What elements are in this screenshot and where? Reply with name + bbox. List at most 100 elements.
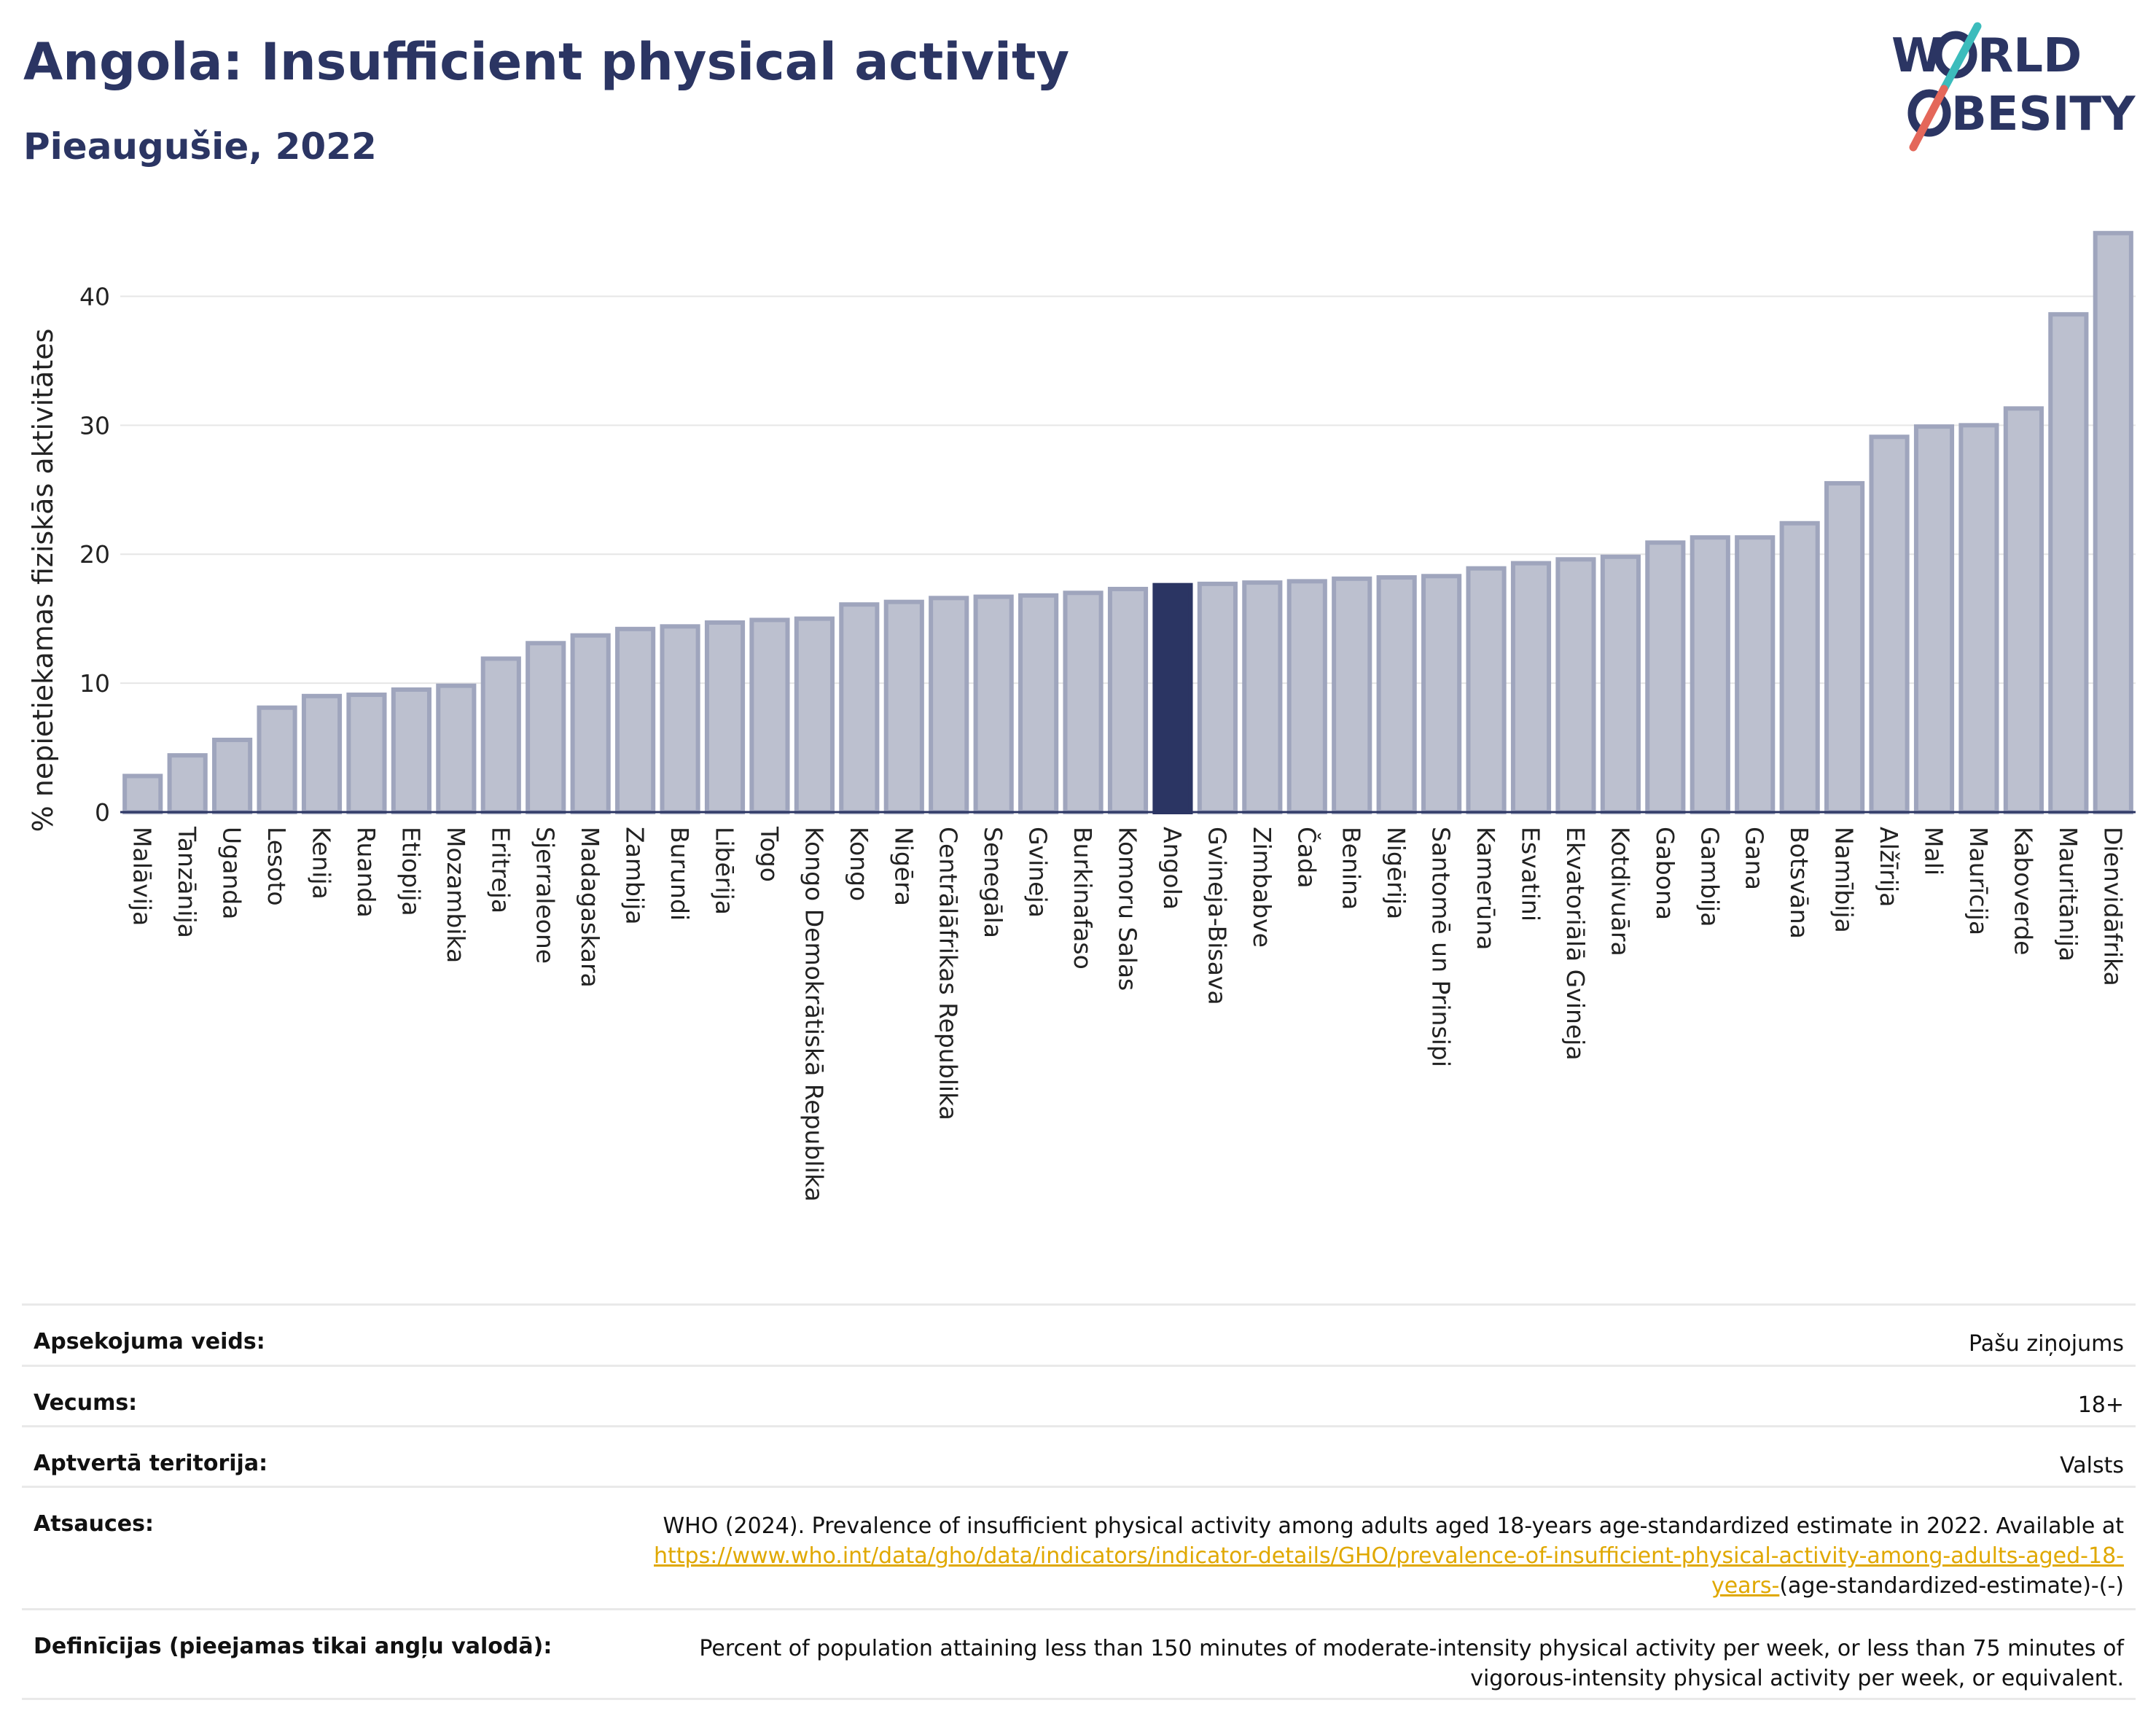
- x-tick-label: Ruanda: [352, 827, 380, 918]
- x-tick-label: Kongo: [845, 827, 873, 901]
- y-tick-label: 0: [95, 798, 110, 827]
- x-tick-label: Lesoto: [262, 827, 291, 906]
- x-tick-label: Gvineja: [1024, 827, 1052, 918]
- bar: [1332, 576, 1372, 814]
- bar: [749, 617, 790, 814]
- y-tick-label: 10: [79, 669, 110, 698]
- metadata-table: Apsekojuma veids: Pašu ziņojums Vecums: …: [22, 1303, 2136, 1700]
- bar: [1869, 434, 1910, 814]
- bar: [615, 626, 656, 814]
- bar: [1242, 580, 1283, 814]
- meta-key: Apsekojuma veids:: [34, 1329, 265, 1354]
- bar: [973, 594, 1014, 815]
- x-tick-label: Benina: [1337, 827, 1366, 910]
- x-tick-label: Etiopija: [397, 827, 425, 916]
- bar: [1913, 424, 1955, 814]
- bar: [1376, 575, 1417, 814]
- meta-row-coverage: Aptvertā teritorija: Valsts: [22, 1425, 2136, 1486]
- bar: [1645, 540, 1686, 815]
- sources-tail: (age-standardized-estimate)-(-): [1779, 1573, 2124, 1599]
- bar: [839, 602, 880, 814]
- meta-row-sources: Atsauces: WHO (2024). Prevalence of insu…: [22, 1486, 2136, 1608]
- x-tick-label: Tanzānija: [173, 826, 201, 938]
- meta-value: Valsts: [2060, 1453, 2124, 1478]
- x-tick-label: Sjerraleone: [531, 827, 560, 964]
- x-tick-label: Burkinafaso: [1069, 827, 1097, 970]
- page-title: Angola: Insufficient physical activity: [23, 32, 1070, 92]
- x-tick-label: Gvineja-Bisava: [1203, 827, 1231, 1005]
- bar: [1197, 581, 1238, 814]
- chart-bars: [122, 230, 2133, 815]
- x-tick-label: Zambija: [621, 827, 649, 924]
- meta-value: Pašu ziņojums: [1969, 1331, 2124, 1357]
- bar: [1063, 590, 1104, 814]
- x-tick-label: Maurīcija: [1964, 827, 1993, 935]
- x-tick-label: Kaboverde: [2009, 827, 2037, 956]
- bar-chart: 0 10 20 30 40 Malāvija Tanzānija Uganda Lesoto K…: [27, 230, 2136, 1201]
- x-tick-label: Senegāla: [979, 827, 1007, 938]
- x-tick-label: Kamerūna: [1472, 827, 1500, 950]
- x-tick-label: Libērija: [711, 827, 739, 915]
- x-tick-label: Nigērija: [1382, 827, 1410, 919]
- bar: [2048, 312, 2089, 815]
- x-tick-label: Nigēra: [889, 827, 918, 906]
- logo-text-world-rest: RLD: [1977, 29, 2082, 83]
- x-tick-label: Mozambika: [442, 827, 470, 963]
- x-tick-label: Uganda: [218, 827, 246, 919]
- bar: [122, 773, 163, 814]
- meta-key: Aptvertā teritorija:: [34, 1451, 268, 1476]
- x-tick-label: Gambija: [1695, 827, 1724, 927]
- meta-key: Vecums:: [34, 1390, 138, 1416]
- x-tick-label: Mauritānija: [2054, 827, 2082, 962]
- x-tick-label: Malāvija: [128, 827, 157, 926]
- bar: [570, 633, 611, 815]
- x-tick-label: Kotdivuāra: [1606, 827, 1634, 956]
- bar: [1107, 586, 1149, 815]
- bar: [794, 616, 835, 815]
- sources-link[interactable]: https://www.who.int/data/gho/data/indica…: [654, 1543, 2124, 1599]
- bar: [883, 599, 924, 814]
- meta-row-survey-type: Apsekojuma veids: Pašu ziņojums: [22, 1303, 2136, 1365]
- page-subtitle: Pieaugušie, 2022: [23, 125, 377, 168]
- bar: [2093, 230, 2133, 815]
- meta-value: WHO (2024). Prevalence of insufficient p…: [593, 1511, 2124, 1601]
- x-tick-label: Botsvāna: [1785, 827, 1813, 939]
- bar: [1286, 579, 1327, 814]
- bar: [480, 656, 521, 814]
- bar: [526, 641, 566, 815]
- x-tick-label: Kenija: [308, 827, 336, 900]
- x-tick-label: Centrālāfrikas Republika: [934, 827, 963, 1120]
- x-tick-label: Santomē un Prinsipi: [1427, 827, 1456, 1067]
- bar: [1018, 593, 1059, 814]
- x-tick-label: Eritreja: [486, 827, 515, 913]
- bar: [257, 705, 297, 814]
- y-tick-label: 40: [79, 282, 110, 311]
- x-tick-label: Namībija: [1830, 827, 1859, 933]
- y-tick-label: 30: [79, 411, 110, 440]
- x-tick-label: Alžīrija: [1875, 827, 1903, 907]
- logo-slash-red: [1909, 85, 1948, 152]
- bar: [391, 687, 431, 815]
- logo-slash-teal: [1940, 22, 1982, 93]
- meta-key: Atsauces:: [34, 1511, 154, 1537]
- bar: [1510, 561, 1552, 814]
- meta-row-age: Vecums: 18+: [22, 1365, 2136, 1425]
- y-axis-ticks: 0 10 20 30 40: [79, 282, 110, 827]
- x-tick-label: Madagaskara: [576, 827, 604, 988]
- bar: [1690, 535, 1730, 815]
- bar: [1958, 423, 1999, 814]
- bar: [167, 753, 208, 815]
- x-tick-label: Ekvatoriālā Gvineja: [1561, 827, 1590, 1061]
- x-tick-label: Angola: [1158, 827, 1187, 910]
- world-obesity-logo: W RLD BESITY: [1891, 22, 2136, 152]
- x-tick-label: Zimbabve: [1248, 827, 1276, 948]
- bar: [1421, 574, 1462, 814]
- x-tick-label: Gana: [1741, 827, 1769, 890]
- meta-key: Definīcijas (pieejamas tikai angļu valod…: [34, 1634, 552, 1659]
- bar: [660, 624, 700, 815]
- x-tick-label: Komoru Salas: [1114, 827, 1142, 991]
- x-tick-label: Dienvidāfrika: [2098, 827, 2127, 986]
- bar: [436, 683, 477, 814]
- x-tick-label: Čada: [1292, 827, 1321, 888]
- meta-value: Percent of population attaining less tha…: [699, 1636, 2124, 1691]
